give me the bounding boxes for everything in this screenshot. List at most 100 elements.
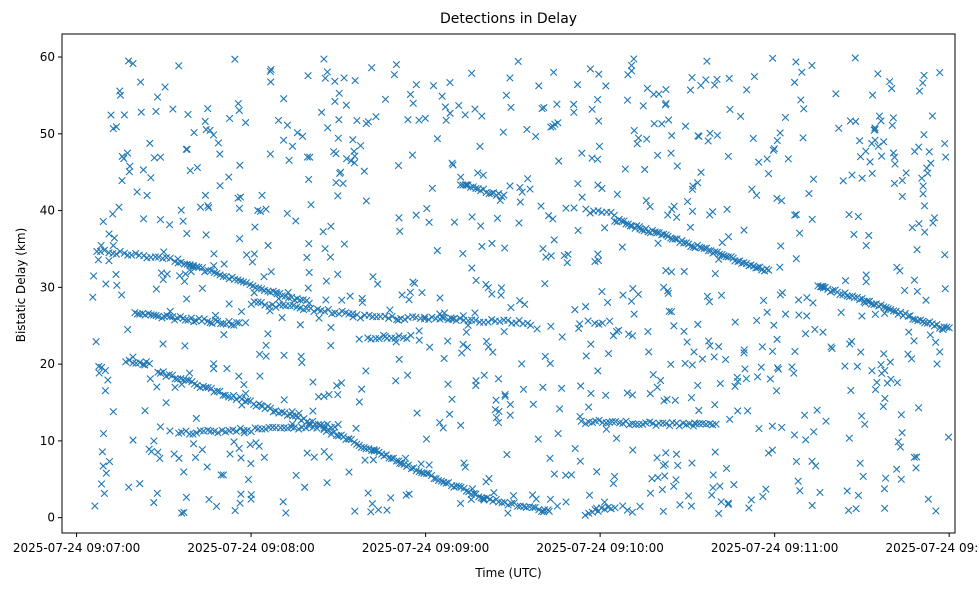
data-point: [241, 319, 250, 327]
data-point: [777, 242, 785, 250]
data-point: [177, 206, 185, 214]
data-point: [355, 335, 363, 343]
data-point: [832, 90, 840, 98]
data-point: [242, 251, 251, 259]
data-point: [542, 253, 550, 261]
data-point: [716, 482, 724, 490]
y-tick-label: 60: [40, 50, 55, 64]
data-point: [800, 105, 808, 113]
data-point: [421, 114, 430, 123]
data-point: [704, 246, 713, 255]
data-point: [154, 253, 163, 261]
data-point: [932, 338, 940, 347]
data-point: [433, 246, 442, 255]
data-point: [468, 264, 476, 272]
data-point: [256, 207, 265, 216]
data-point: [603, 298, 612, 307]
data-point: [581, 511, 589, 519]
data-point: [507, 499, 516, 508]
data-point: [662, 85, 670, 94]
data-point: [488, 239, 496, 248]
data-point: [915, 87, 924, 95]
data-point: [706, 342, 714, 350]
data-point: [803, 293, 811, 302]
data-point: [237, 490, 245, 498]
data-point: [537, 202, 545, 210]
data-point: [734, 257, 742, 266]
data-point: [919, 190, 927, 198]
data-point: [615, 326, 623, 334]
data-point: [628, 391, 637, 399]
data-point: [362, 445, 370, 453]
data-point: [717, 498, 725, 506]
data-point: [362, 119, 370, 128]
data-point: [407, 464, 416, 473]
data-point: [673, 162, 682, 170]
data-point: [150, 154, 159, 162]
data-point: [203, 104, 212, 113]
data-point: [724, 253, 733, 261]
data-point: [177, 428, 186, 436]
data-point: [190, 318, 198, 326]
y-tick-label: 30: [40, 280, 55, 294]
data-point: [574, 180, 582, 188]
data-point: [862, 147, 870, 155]
data-point: [302, 424, 310, 432]
data-point: [591, 319, 599, 327]
data-point: [409, 99, 417, 108]
data-point: [484, 318, 492, 326]
data-point: [595, 416, 603, 424]
data-point: [683, 197, 692, 206]
data-point: [702, 76, 710, 84]
data-point: [632, 420, 640, 428]
data-point: [493, 214, 502, 222]
data-point: [829, 286, 837, 295]
data-point: [193, 163, 202, 172]
data-point: [264, 330, 272, 338]
data-point: [889, 114, 898, 122]
data-point: [594, 367, 602, 375]
data-point: [801, 330, 810, 338]
data-point: [718, 250, 726, 259]
data-point: [667, 268, 676, 276]
data-point: [927, 159, 935, 167]
data-point: [357, 385, 366, 393]
data-point: [368, 500, 377, 508]
data-point: [429, 81, 438, 90]
data-point: [750, 72, 759, 81]
data-point: [792, 210, 800, 219]
data-point: [688, 361, 696, 369]
data-point: [547, 322, 555, 331]
data-point: [653, 454, 661, 462]
chart-title: Detections in Delay: [440, 11, 577, 27]
data-point: [916, 316, 925, 324]
data-point: [871, 310, 880, 319]
data-point: [438, 92, 446, 100]
data-point: [231, 506, 239, 515]
data-point: [213, 387, 222, 395]
data-point: [695, 132, 703, 141]
data-point: [561, 471, 570, 479]
data-point: [847, 386, 855, 395]
data-point: [384, 314, 393, 322]
data-point: [800, 411, 809, 419]
data-point: [526, 185, 534, 193]
data-point: [319, 228, 327, 236]
data-point: [730, 481, 738, 489]
data-point: [390, 70, 399, 79]
data-point: [594, 181, 602, 189]
data-point: [523, 175, 532, 183]
data-point: [612, 434, 621, 443]
data-point: [214, 429, 222, 437]
data-point: [797, 96, 805, 104]
data-point: [169, 105, 177, 113]
data-point: [554, 429, 562, 438]
data-point: [322, 277, 331, 285]
data-point: [369, 273, 377, 281]
data-point: [742, 86, 751, 94]
data-point: [108, 210, 117, 218]
data-point: [574, 324, 583, 333]
data-point: [585, 491, 594, 499]
data-point: [662, 99, 670, 108]
data-point: [398, 291, 406, 299]
